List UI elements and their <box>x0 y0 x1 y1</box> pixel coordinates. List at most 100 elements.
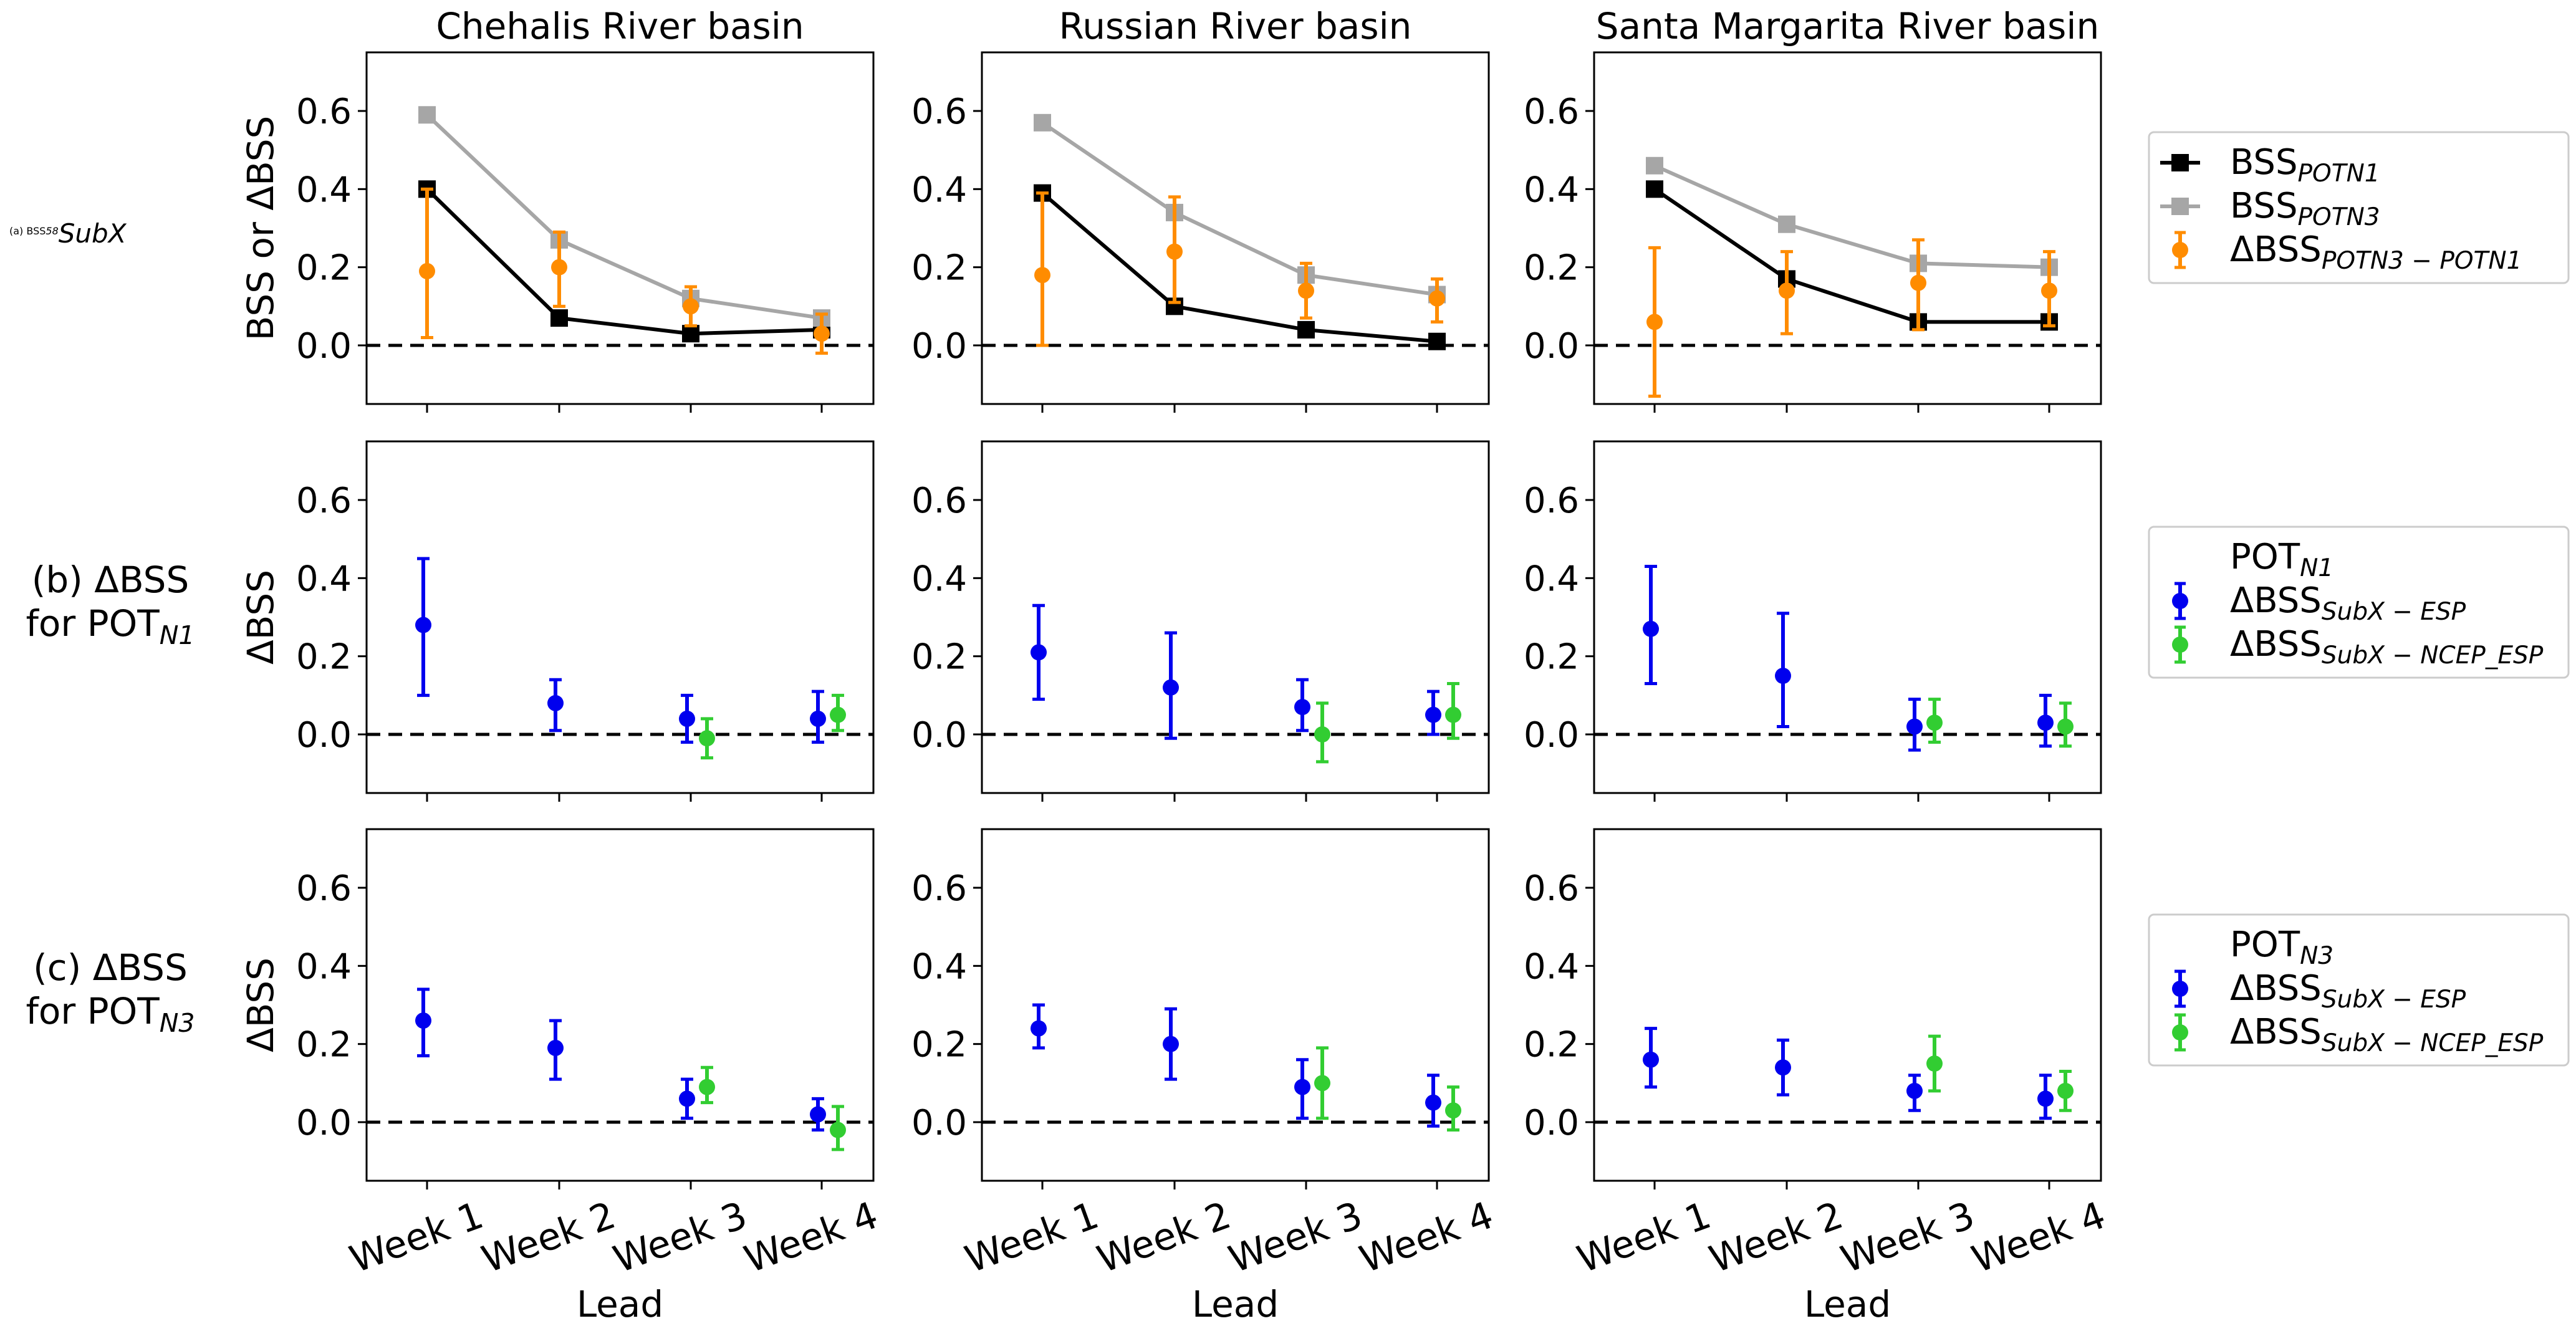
x-tick-label: Week 4 <box>1966 1193 2111 1282</box>
x-axis-label: Lead <box>1192 1283 1279 1325</box>
y-tick-label: 0.6 <box>911 92 967 132</box>
delta-bss-subx-esp-point <box>2037 714 2054 731</box>
delta-bss-potn3-potn1-point <box>1429 290 1445 307</box>
row-label-line1: (b) ΔBSS <box>32 559 190 601</box>
y-tick-label: 0.2 <box>911 1025 967 1065</box>
legend-point-marker <box>2172 1024 2188 1040</box>
axes-frame <box>1593 51 2102 405</box>
delta-bss-subx-esp-point <box>679 1090 695 1107</box>
x-axis-label: Lead <box>577 1283 663 1325</box>
bss-potn1-marker <box>550 309 568 327</box>
delta-bss-potn3-potn1-point <box>1910 274 1926 291</box>
delta-bss-subx-esp-point <box>1031 644 1047 661</box>
bss-potn1-marker <box>682 325 699 343</box>
delta-bss-potn3-potn1-point <box>1646 314 1663 330</box>
delta-bss-subx-esp-point <box>679 710 695 727</box>
legend-entry-label: ΔBSSSubX − ESP <box>2230 968 2466 1014</box>
delta-bss-subx-ncep-esp-point <box>699 730 715 747</box>
bss-potn3-line <box>425 113 822 320</box>
y-tick-label: 0.2 <box>1524 637 1579 678</box>
legend-point-marker <box>2172 242 2188 258</box>
y-tick-label: 0.2 <box>911 637 967 678</box>
delta-bss-subx-esp-point <box>547 694 564 711</box>
legend-point-marker <box>2172 637 2188 653</box>
delta-bss-potn3-potn1-point <box>419 262 435 279</box>
legend-entry-label: ΔBSSSubX − NCEP_ESP <box>2230 1012 2544 1057</box>
[object SVGSVGElement]: (a) BSS58SubX <box>9 218 127 249</box>
y-tick-label: 0.4 <box>1524 946 1579 987</box>
y-tick-label: 0.4 <box>911 170 967 210</box>
y-axis-label: ΔBSS <box>239 958 282 1052</box>
delta-bss-potn3-potn1-point <box>1298 282 1314 299</box>
axes-frame <box>1593 440 2102 794</box>
delta-bss-subx-esp-point <box>1643 1051 1659 1068</box>
y-tick-label: 0.4 <box>296 946 352 987</box>
panel-title: Russian River basin <box>1059 5 1412 47</box>
legend-point-marker <box>2172 981 2188 997</box>
y-tick-label: 0.6 <box>296 481 352 521</box>
legend-entry-label: ΔBSSPOTN3 − POTN1 <box>2230 229 2522 275</box>
delta-bss-subx-ncep-esp-point <box>830 706 846 723</box>
delta-bss-subx-ncep-esp-point <box>2057 718 2074 735</box>
panel-title: Chehalis River basin <box>436 5 804 47</box>
delta-bss-subx-ncep-esp-point <box>2057 1082 2074 1099</box>
y-tick-label: 0.6 <box>296 92 352 132</box>
bss-potn3-line <box>1653 163 2050 269</box>
delta-bss-subx-esp-point <box>1425 706 1441 723</box>
y-tick-label: 0.4 <box>296 559 352 599</box>
x-tick-label: Week 1 <box>344 1193 489 1282</box>
axes-frame <box>981 51 1490 405</box>
legend-entry-label: ΔBSSSubX − ESP <box>2230 580 2466 626</box>
y-tick-label: 0.0 <box>911 715 967 756</box>
axes-frame <box>981 828 1490 1182</box>
bss-potn1-marker <box>1297 320 1315 339</box>
panel-r1-c0: 0.0 0.2 0.4 0.6 <box>296 440 875 802</box>
x-tick-label: Week 3 <box>1835 1193 1980 1282</box>
bss-potn3-marker <box>1778 215 1795 233</box>
y-tick-label: 0.2 <box>1524 1025 1579 1065</box>
legend-title: POTN1 <box>2230 537 2333 582</box>
y-tick-label: 0.4 <box>911 559 967 599</box>
axes-frame <box>365 440 875 794</box>
legend-frame <box>2148 131 2570 284</box>
delta-bss-subx-esp-point <box>810 1106 826 1123</box>
panel-r0-c1: 0.0 0.2 0.4 0.6 Russian River basin <box>911 5 1490 413</box>
row-label-line1: (c) ΔBSS <box>33 946 188 989</box>
delta-bss-subx-esp-point <box>415 1012 431 1029</box>
delta-bss-potn3-potn1-point <box>1034 267 1050 284</box>
delta-bss-potn3-potn1-point <box>814 325 830 342</box>
legend-square-marker <box>2171 154 2189 171</box>
bss-potn1-marker <box>1646 180 1663 198</box>
axes-frame <box>1593 828 2102 1182</box>
x-axis-label: Lead <box>1804 1283 1891 1325</box>
delta-bss-subx-esp-point <box>1425 1094 1441 1111</box>
y-tick-label: 0.2 <box>296 248 352 289</box>
delta-bss-subx-esp-point <box>415 617 431 633</box>
delta-bss-potn3-potn1-point <box>1779 282 1795 299</box>
delta-bss-subx-esp-point <box>1294 699 1310 716</box>
y-tick-label: 0.0 <box>1524 715 1579 756</box>
delta-bss-subx-esp-point <box>1906 718 1923 735</box>
x-tick-label: Week 1 <box>1572 1193 1716 1282</box>
y-tick-label: 0.6 <box>911 481 967 521</box>
panel-r1-c1: 0.0 0.2 0.4 0.6 <box>911 440 1490 802</box>
delta-bss-subx-ncep-esp-point <box>1314 1075 1330 1092</box>
y-tick-label: 0.0 <box>296 326 352 367</box>
legend-entry-label: ΔBSSSubX − NCEP_ESP <box>2230 624 2544 670</box>
legend-title: POTN3 <box>2230 925 2333 970</box>
x-tick-label: Week 2 <box>1092 1193 1236 1282</box>
bss-potn3-marker <box>1646 156 1663 175</box>
x-tick-label: Week 4 <box>739 1193 883 1282</box>
panel-title: Santa Margarita River basin <box>1596 5 2099 47</box>
y-tick-label: 0.4 <box>296 170 352 210</box>
delta-bss-subx-esp-point <box>1163 1036 1179 1052</box>
x-tick-label: Week 3 <box>608 1193 752 1282</box>
y-axis-label: BSS or ΔBSS <box>239 116 282 341</box>
y-tick-label: 0.4 <box>1524 559 1579 599</box>
y-tick-label: 0.0 <box>911 326 967 367</box>
bss-potn1-line <box>1041 191 1438 344</box>
delta-bss-subx-esp-point <box>1906 1082 1923 1099</box>
